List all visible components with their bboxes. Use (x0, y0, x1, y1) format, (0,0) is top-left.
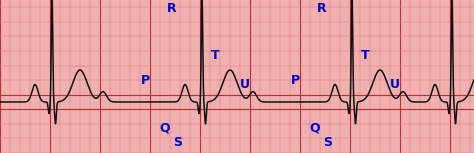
Text: Q: Q (310, 122, 320, 135)
Text: U: U (240, 78, 250, 91)
Text: T: T (210, 49, 219, 62)
Text: U: U (390, 78, 400, 91)
Text: R: R (317, 2, 327, 15)
Text: T: T (361, 49, 369, 62)
Text: R: R (167, 2, 177, 15)
Text: P: P (140, 74, 150, 87)
Text: Q: Q (160, 122, 170, 135)
Text: S: S (323, 136, 332, 149)
Text: P: P (291, 74, 300, 87)
Text: S: S (173, 136, 182, 149)
